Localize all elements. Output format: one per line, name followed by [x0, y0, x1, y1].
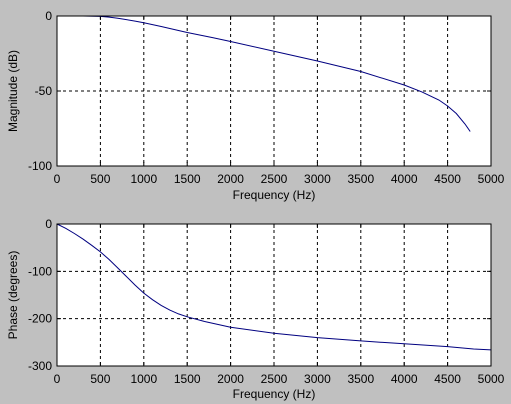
- magnitude-x-tick-label: 4000: [391, 172, 418, 186]
- phase-y-tick-label: -100: [28, 264, 52, 278]
- magnitude-x-tick-label: 3000: [304, 172, 331, 186]
- phase-x-tick-label: 4000: [391, 372, 418, 386]
- phase-y-tick-label: -300: [28, 359, 52, 373]
- phase-x-tick-label: 2000: [217, 372, 244, 386]
- magnitude-x-tick-label: 500: [90, 172, 110, 186]
- magnitude-x-tick-label: 1000: [130, 172, 157, 186]
- magnitude-x-tick-label: 5000: [478, 172, 505, 186]
- magnitude-y-tick-label: -50: [35, 84, 53, 98]
- phase-y-axis-label: Phase (degrees): [6, 251, 20, 340]
- magnitude-y-tick-label: -100: [28, 159, 52, 173]
- magnitude-plot: 0 500 1000 1500 2000 2500 3000 3500 4000 4500 5000…: [6, 9, 505, 202]
- magnitude-x-tick-label: 1500: [174, 172, 201, 186]
- phase-x-tick-label: 2500: [261, 372, 288, 386]
- phase-series-line: [56, 223, 492, 351]
- phase-axes-box: [56, 223, 492, 367]
- magnitude-y-axis-label: Magnitude (dB): [6, 50, 20, 132]
- phase-x-tick-label: 1000: [130, 372, 157, 386]
- magnitude-x-tick-label: 3500: [347, 172, 374, 186]
- magnitude-x-tick-label: 2000: [217, 172, 244, 186]
- magnitude-x-axis-label: Frequency (Hz): [233, 188, 316, 202]
- phase-x-tick-label: 0: [54, 372, 61, 386]
- phase-x-tick-label: 4500: [434, 372, 461, 386]
- phase-axes-area: [57, 224, 491, 366]
- magnitude-x-tick-label: 0: [54, 172, 61, 186]
- magnitude-series-line: [57, 15, 471, 132]
- phase-x-tick-label: 3500: [347, 372, 374, 386]
- phase-x-axis-label: Frequency (Hz): [233, 387, 316, 401]
- magnitude-y-tick-label: 0: [45, 9, 52, 23]
- magnitude-x-tick-label: 4500: [434, 172, 461, 186]
- phase-x-tick-label: 5000: [478, 372, 505, 386]
- phase-x-tick-label: 3000: [304, 372, 331, 386]
- phase-y-tick-label: -200: [28, 312, 52, 326]
- phase-x-tick-label: 1500: [174, 372, 201, 386]
- phase-plot: 0 500 1000 1500 2000 2500 3000 3500 4000 4500 5000…: [6, 217, 505, 401]
- magnitude-axes-box: [56, 15, 492, 167]
- phase-y-tick-label: 0: [45, 217, 52, 231]
- magnitude-x-tick-label: 2500: [261, 172, 288, 186]
- phase-x-tick-label: 500: [90, 372, 110, 386]
